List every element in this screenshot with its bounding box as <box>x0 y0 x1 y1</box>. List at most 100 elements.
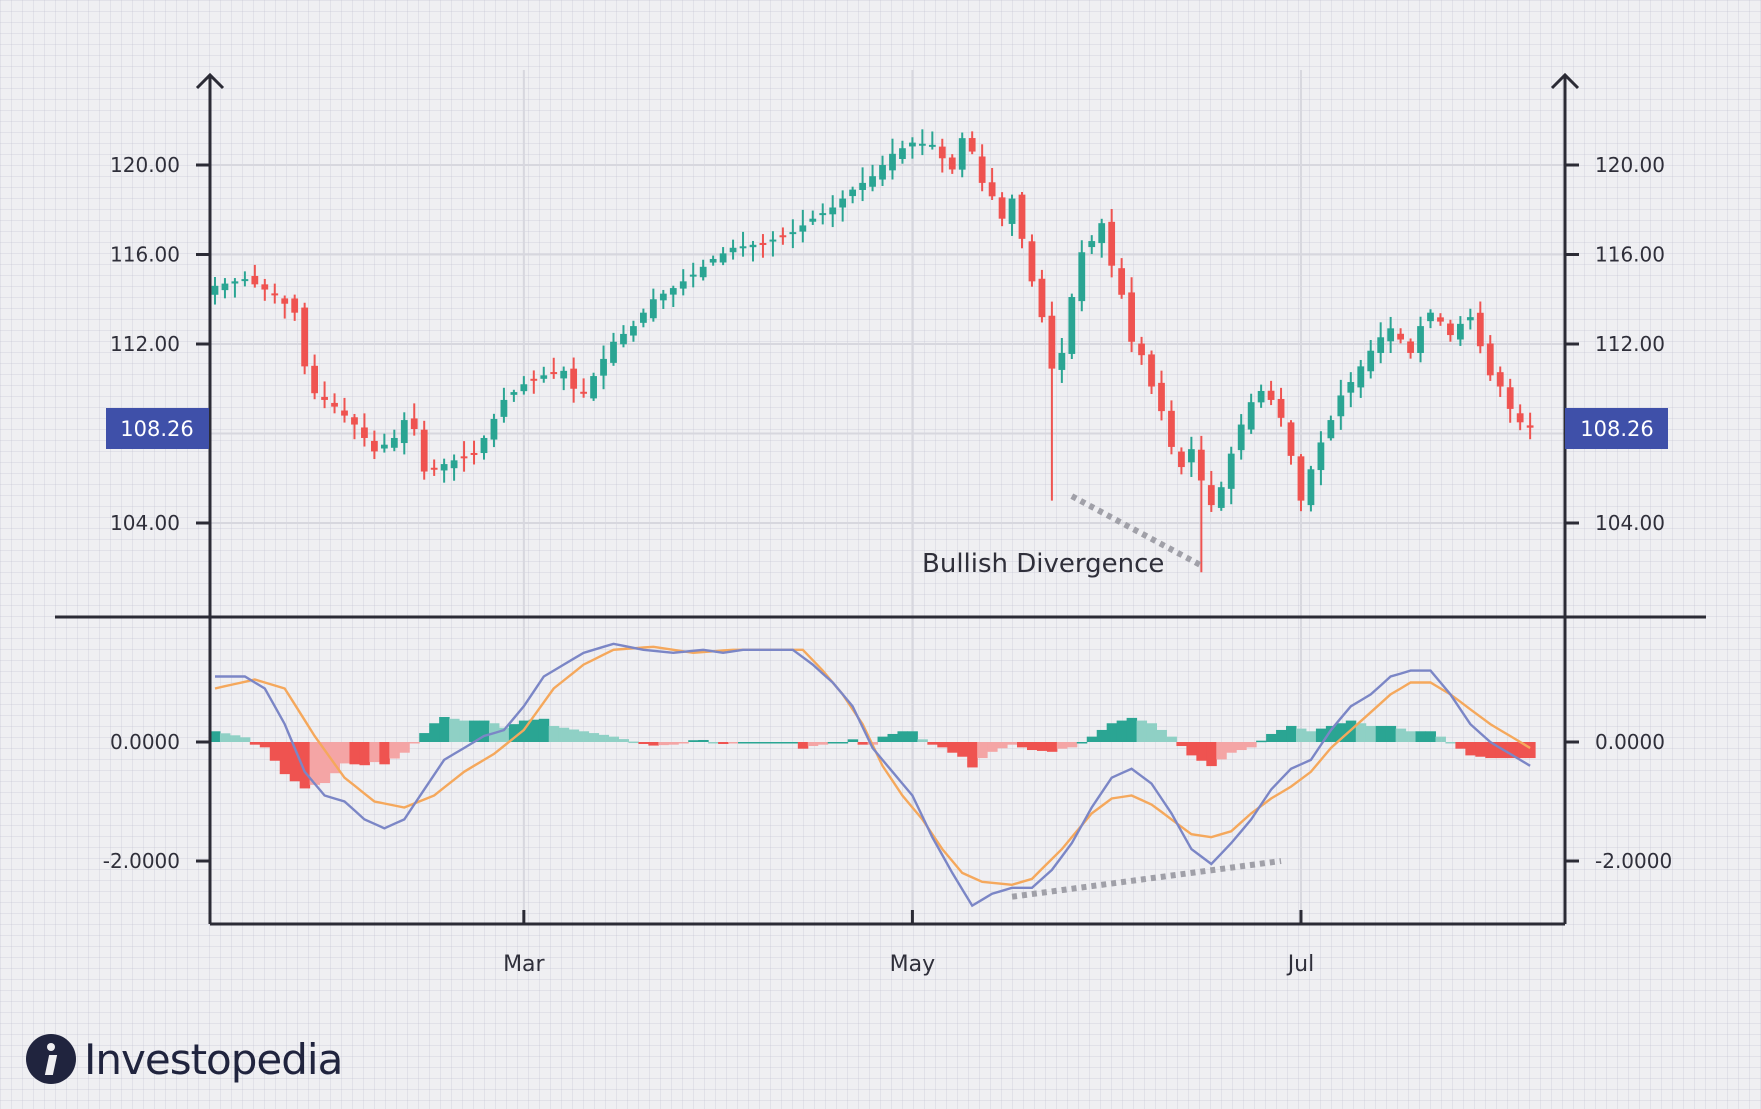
candle-up <box>1387 328 1395 342</box>
histogram-bar <box>1315 728 1327 742</box>
badge-right-text: 108.26 <box>1580 417 1653 441</box>
candle-up <box>839 198 847 208</box>
divergence-trendlines <box>1011 493 1282 900</box>
candle-up <box>899 148 906 160</box>
candle-down <box>998 197 1006 219</box>
candle-up <box>1307 469 1315 506</box>
histogram-bar <box>578 731 590 742</box>
candle-up <box>1058 352 1066 370</box>
candle-up <box>909 142 916 147</box>
candle-up <box>630 326 637 336</box>
candle-down <box>988 182 996 197</box>
histogram-bar <box>847 739 859 742</box>
candle-up <box>640 312 647 323</box>
histogram-bar <box>1385 725 1397 742</box>
histogram-bar <box>987 742 998 752</box>
candle-up <box>958 138 966 170</box>
candle-down <box>1476 312 1484 347</box>
candle-up <box>600 358 607 376</box>
candle-down <box>1516 413 1524 423</box>
candle-down <box>341 410 348 416</box>
histogram-bar <box>369 742 380 763</box>
histogram-bar <box>210 731 221 742</box>
candle-up <box>390 437 398 448</box>
candle-up <box>889 153 896 171</box>
histogram-bar <box>1046 742 1058 752</box>
histogram-bar <box>638 742 649 745</box>
candle-down <box>410 418 418 430</box>
price-divergence-line <box>1070 493 1203 569</box>
histogram-bar <box>1156 729 1167 742</box>
candle-down <box>311 365 319 394</box>
histogram-bar <box>648 742 659 746</box>
histogram-bar <box>419 733 430 742</box>
candle-up <box>928 144 936 147</box>
histogram-bar <box>887 733 898 742</box>
histogram-bar <box>1186 742 1197 756</box>
macd-tick-label-right: -2.0000 <box>1595 849 1672 873</box>
candle-down <box>580 391 588 394</box>
candle-up <box>1417 326 1424 353</box>
candle-down <box>321 396 328 400</box>
candle-up <box>1098 223 1106 244</box>
candle-up <box>620 333 627 345</box>
macd-tick-label-left: 0.0000 <box>110 730 180 754</box>
histogram-bar <box>718 742 729 745</box>
histogram-bar <box>538 718 550 742</box>
candle-up <box>1008 198 1016 224</box>
histogram-bar <box>588 733 600 742</box>
histogram-bar <box>289 742 301 782</box>
candle-up <box>1317 442 1325 471</box>
candle-down <box>1148 354 1155 387</box>
histogram-bar <box>678 742 689 744</box>
histogram-bar <box>299 742 311 789</box>
histogram-bar <box>757 742 769 744</box>
histogram-bar <box>937 742 948 748</box>
tick-labels: 104.00 104.00 112.00 112.00 116.00 116.00 120.… <box>103 153 1672 977</box>
candle-up <box>1068 297 1076 354</box>
candle-down <box>291 298 299 313</box>
price-tick-label-right: 112.00 <box>1595 332 1665 356</box>
histogram-bar <box>1445 742 1456 744</box>
macd-divergence-line <box>1011 858 1282 900</box>
histogram-bar <box>608 736 619 742</box>
histogram-bar <box>449 718 460 742</box>
investopedia-logo-icon <box>26 1034 76 1084</box>
last-price-badge-right: 108.26 <box>1565 408 1668 449</box>
candle-up <box>440 464 448 471</box>
histogram-bar <box>787 742 799 744</box>
histogram-bar <box>1076 742 1088 744</box>
histogram-bar <box>708 742 719 744</box>
histogram-bar <box>1036 742 1048 751</box>
histogram-bar <box>429 723 440 742</box>
candle-up <box>918 143 926 146</box>
candle-up <box>809 218 817 222</box>
histogram-bar <box>1435 736 1446 742</box>
candle-down <box>1028 241 1036 282</box>
price-tick-label-left: 116.00 <box>110 243 180 267</box>
candle-down <box>1267 390 1275 400</box>
candle-down <box>301 307 309 367</box>
candle-down <box>1297 456 1305 501</box>
investopedia-logo: Investopedia <box>26 1030 343 1088</box>
candle-down <box>1447 323 1454 336</box>
badge-left-box <box>106 408 209 449</box>
candle-up <box>1347 382 1355 393</box>
candle-up <box>709 258 717 263</box>
histogram-bar <box>1455 742 1466 749</box>
candle-up <box>1327 420 1335 439</box>
candle-up <box>1427 312 1434 322</box>
candle-down <box>1287 422 1295 456</box>
histogram-bar <box>668 742 679 745</box>
histogram-bar <box>1286 725 1297 742</box>
candle-down <box>1506 387 1514 409</box>
histogram-bar <box>479 720 490 742</box>
candle-down <box>1038 278 1046 318</box>
candle-down <box>1018 194 1026 239</box>
candle-up <box>869 176 876 187</box>
candle-down <box>1526 425 1534 428</box>
histogram-bar <box>1246 742 1257 748</box>
candle-down <box>331 402 338 407</box>
histogram-bar <box>1295 728 1307 742</box>
candle-up <box>679 281 687 289</box>
